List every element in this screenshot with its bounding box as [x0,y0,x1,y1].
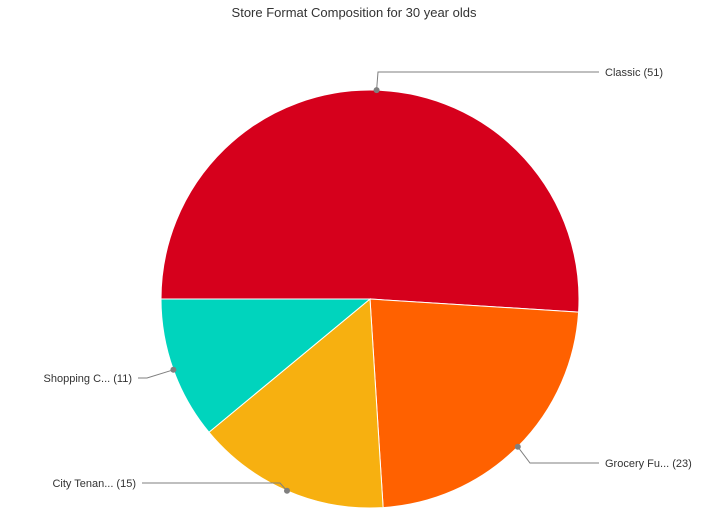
callout-dot-3 [284,487,290,494]
callout-line-2 [517,446,599,464]
slice-label-2: Grocery Fu... (23) [605,458,692,470]
pie-callouts: Classic (51) Grocery Fu... (23) City Tenan… [44,67,692,494]
callout-dot-2 [514,443,521,450]
pie-slice-2[interactable] [369,298,580,509]
slice-label-3: City Tenan... (15) [52,478,136,490]
callout-line-4 [138,369,174,379]
chart-title: Store Format Composition for 30 year old… [231,5,477,20]
slice-label-1: Classic (51) [605,67,663,79]
callout-dot-4 [170,366,177,373]
pie-slices [160,89,580,509]
slice-label-4: Shopping C... (11) [44,373,132,385]
callout-line-1 [376,71,599,91]
pie-slice-1[interactable] [160,89,580,313]
callout-dot-1 [373,87,380,94]
callout-line-3 [142,482,288,492]
